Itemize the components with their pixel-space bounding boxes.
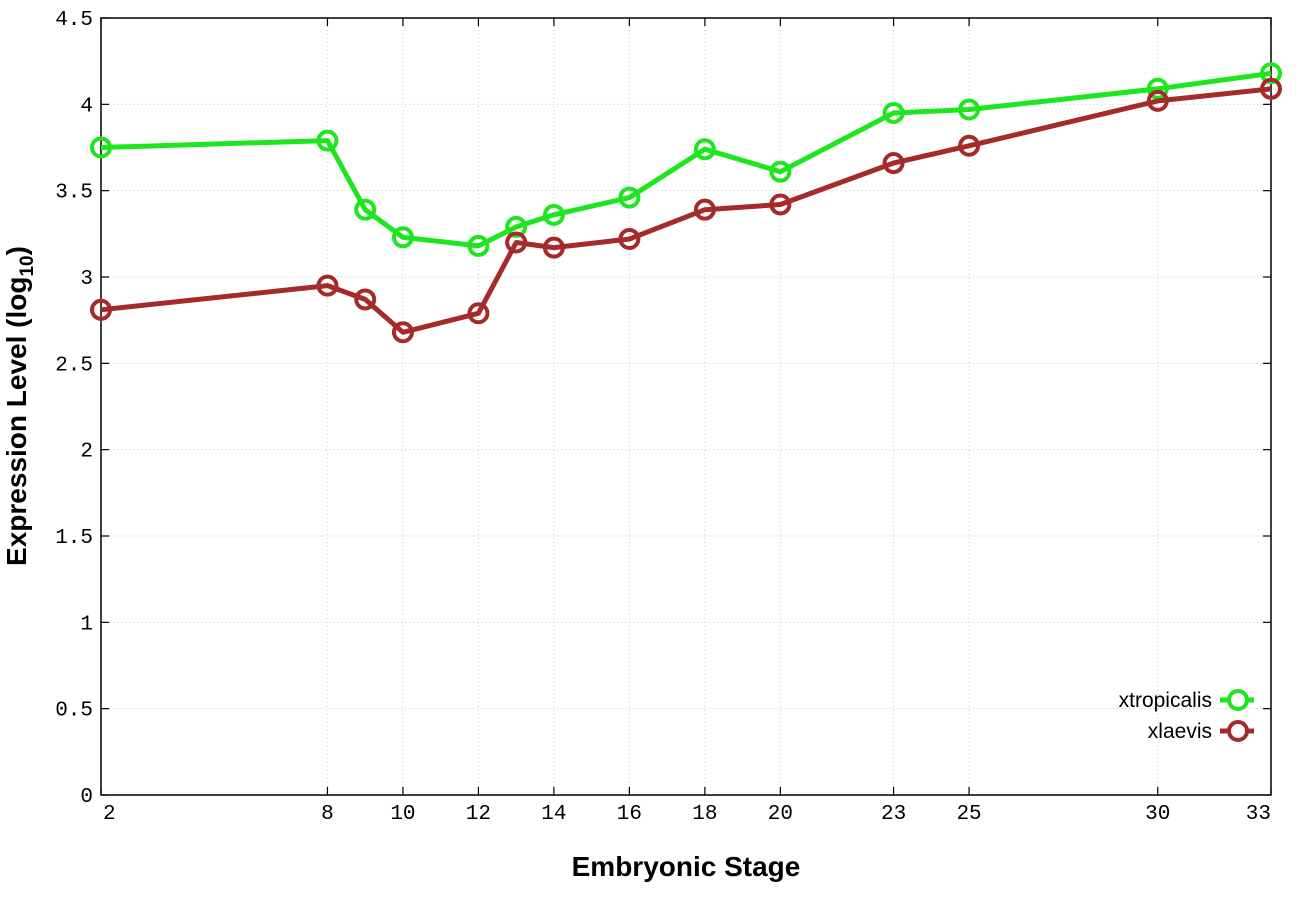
data-point — [354, 198, 377, 221]
y-axis-title-end: ) — [1, 246, 32, 255]
series-xtropicalis — [90, 62, 1282, 257]
data-point — [90, 298, 112, 321]
data-point — [391, 321, 414, 344]
series-line — [100, 86, 1272, 335]
data-point — [354, 288, 377, 311]
data-point — [1260, 62, 1282, 85]
data-point — [769, 160, 792, 183]
x-tick-label: 10 — [390, 803, 415, 826]
data-point — [316, 129, 339, 152]
legend-marker — [1227, 689, 1249, 711]
x-tick-label: 30 — [1145, 803, 1170, 826]
x-tick-label: 14 — [541, 803, 566, 826]
legend-entry: xtropicalis — [1119, 689, 1254, 712]
y-tick-label: 4.5 — [55, 9, 93, 32]
y-tick-label: 3 — [80, 268, 93, 291]
plot-frame — [100, 17, 1272, 796]
series-xlaevis — [90, 77, 1282, 344]
data-point — [958, 98, 981, 121]
y-axis-title-subscript: 10 — [17, 255, 38, 276]
data-point — [618, 186, 641, 209]
data-point — [542, 203, 565, 226]
data-point — [505, 215, 528, 238]
x-axis-title: Embryonic Stage — [572, 851, 801, 882]
y-tick-label: 4 — [80, 95, 93, 118]
x-tick-label: 18 — [692, 803, 717, 826]
data-point — [1146, 89, 1169, 112]
legend-entry: xlaevis — [1148, 720, 1254, 743]
data-point — [505, 231, 528, 254]
y-axis-title: Expression Level (log10) — [1, 246, 38, 566]
y-tick-label: 2.5 — [55, 354, 93, 377]
data-point — [316, 274, 339, 297]
data-point — [391, 226, 414, 249]
data-point — [882, 152, 905, 175]
legend-marker — [1227, 720, 1249, 742]
y-tick-label: 3.5 — [55, 182, 93, 205]
data-point — [693, 138, 716, 161]
x-tick-label: 12 — [466, 803, 491, 826]
axis-ticks: 0 0.5 1 1.5 2 2.5 3 3.5 4 4.5 2 8 10 12 14 16 18 20 23 25 30… — [55, 9, 1272, 826]
x-tick-label: 8 — [321, 803, 334, 826]
data-point — [1260, 77, 1282, 100]
series-line — [100, 70, 1272, 249]
data-point — [693, 198, 716, 221]
legend-label: xtropicalis — [1119, 689, 1212, 712]
y-tick-label: 1 — [80, 613, 93, 636]
legend: xtropicalis xlaevis — [1119, 689, 1254, 743]
x-tick-label: 2 — [103, 803, 116, 826]
data-point — [958, 134, 981, 157]
y-axis-title-main: Expression Level (log — [1, 277, 32, 566]
data-point — [882, 101, 905, 124]
data-point — [542, 236, 565, 259]
x-tick-label: 25 — [956, 803, 981, 826]
y-tick-label: 2 — [80, 441, 93, 464]
x-tick-label: 33 — [1246, 803, 1271, 826]
data-point — [1146, 77, 1169, 100]
x-tick-label: 23 — [881, 803, 906, 826]
data-point — [769, 193, 792, 216]
data-point — [467, 302, 490, 325]
x-tick-label: 20 — [768, 803, 793, 826]
data-point — [90, 136, 112, 159]
x-tick-label: 16 — [617, 803, 642, 826]
data-point — [618, 228, 641, 251]
y-tick-label: 0.5 — [55, 700, 93, 723]
y-tick-label: 1.5 — [55, 527, 93, 550]
legend-label: xlaevis — [1148, 720, 1212, 743]
grid-lines — [101, 18, 1271, 795]
data-series — [90, 62, 1282, 344]
data-point — [467, 234, 490, 257]
y-tick-label: 0 — [80, 786, 93, 809]
